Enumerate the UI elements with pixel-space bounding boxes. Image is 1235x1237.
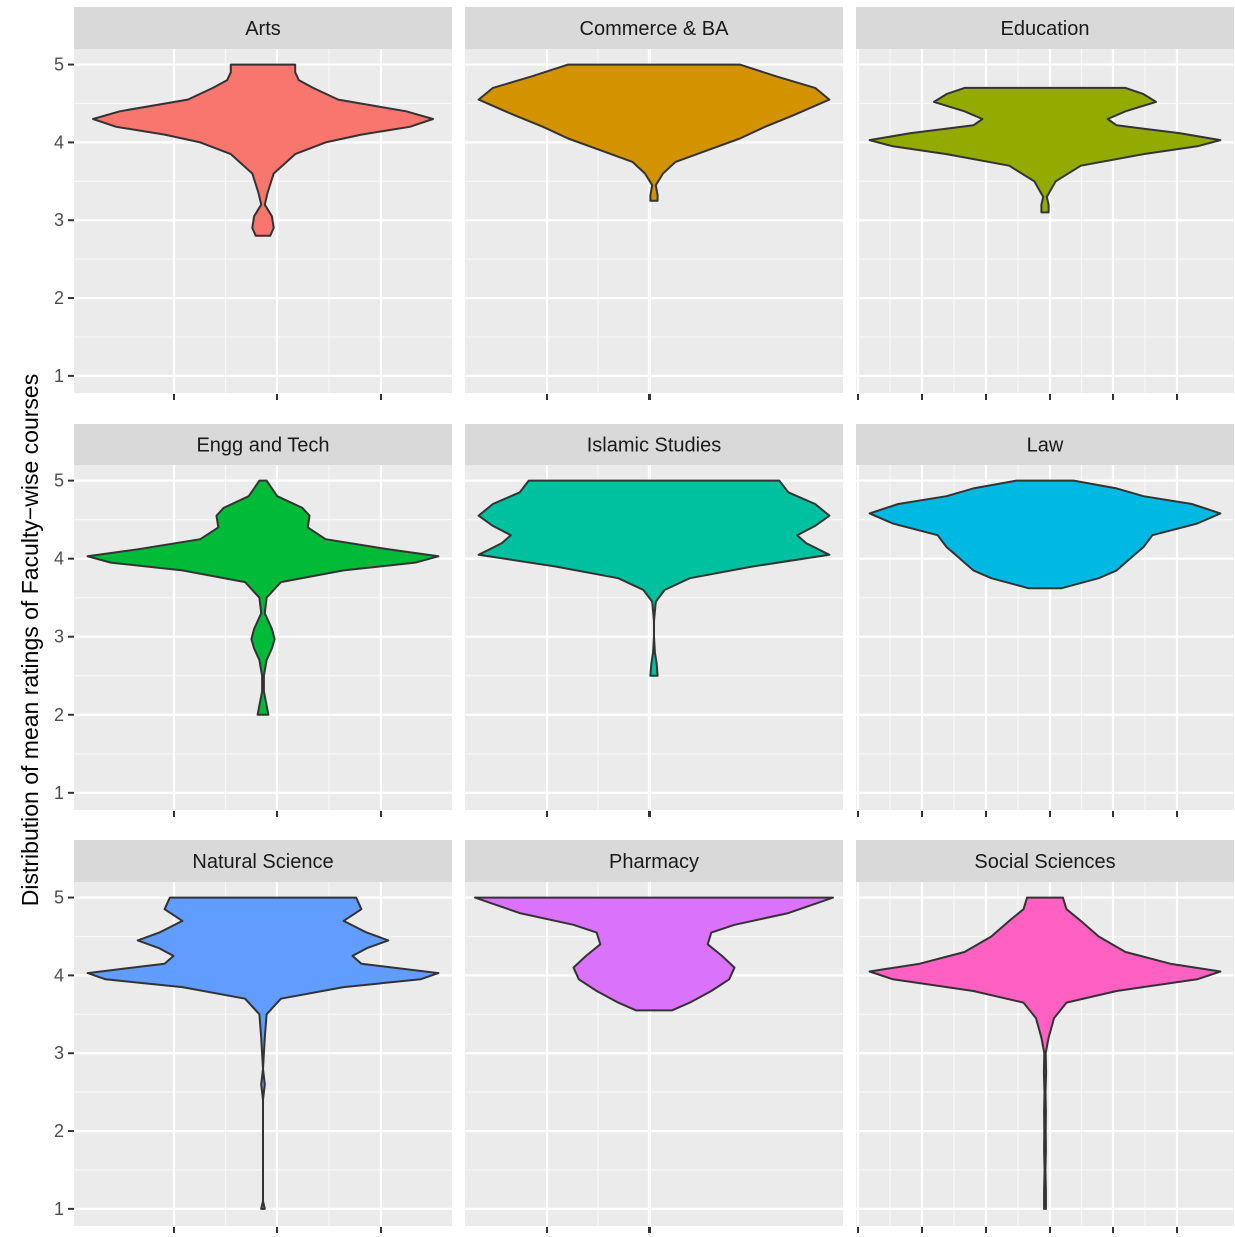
violin-shape	[868, 896, 1222, 1210]
facet-strip	[74, 840, 452, 882]
facet-islamic-studies: Islamic Studies	[465, 424, 843, 817]
facet-law: Law	[856, 424, 1234, 817]
y-tick-label: 1	[54, 366, 64, 386]
violin-shape	[86, 896, 440, 1210]
violin-shape	[868, 86, 1222, 214]
y-tick-label: 5	[54, 888, 64, 908]
facet-engg-and-tech: Engg and Tech 1 2 3 4 5	[54, 424, 452, 817]
facet-strip	[856, 840, 1234, 882]
facet-strip-label: Pharmacy	[609, 851, 699, 873]
y-tick-label: 5	[54, 471, 64, 491]
facet-strip	[74, 424, 452, 465]
facet-social-sciences: Social Sciences	[856, 840, 1234, 1233]
facet-arts: Arts 1 2 3 4 5	[54, 7, 452, 400]
violin-shape	[477, 63, 831, 202]
y-tick-label: 3	[54, 627, 64, 647]
facet-strip	[465, 7, 843, 49]
facet-commerce-ba: Commerce & BA	[465, 7, 843, 400]
violin-shape	[474, 896, 834, 1012]
y-tick-label: 2	[54, 1121, 64, 1141]
facet-natural-science: Natural Science 1 2 3 4 5	[54, 840, 452, 1233]
y-tick-label: 4	[54, 965, 64, 985]
violin-shape	[86, 479, 440, 716]
y-tick-label: 2	[54, 288, 64, 308]
facet-strip	[74, 7, 452, 49]
facet-strip-label: Commerce & BA	[580, 18, 730, 40]
y-tick-label: 3	[54, 1043, 64, 1063]
facet-strip	[856, 424, 1234, 465]
violin-shape	[477, 479, 831, 677]
y-tick-label: 3	[54, 210, 64, 230]
violin-shape	[92, 63, 434, 237]
facet-strip-label: Engg and Tech	[196, 435, 329, 457]
y-tick-label: 4	[54, 549, 64, 569]
facet-strip-label: Law	[1027, 435, 1064, 457]
facet-strip-label: Islamic Studies	[587, 435, 722, 457]
facet-strip	[465, 424, 843, 465]
facet-strip-label: Education	[1001, 18, 1090, 40]
y-tick-label: 1	[54, 1199, 64, 1219]
y-tick-label: 4	[54, 132, 64, 152]
facet-strip-label: Social Sciences	[974, 851, 1115, 873]
facet-strip-label: Natural Science	[192, 851, 333, 873]
facet-strip	[856, 7, 1234, 49]
facet-panels: Arts 1 2 3 4 5 Commerce & BA Education Engg and …	[54, 7, 1234, 1233]
facet-education: Education	[856, 7, 1234, 400]
y-tick-label: 1	[54, 783, 64, 803]
violin-shape	[868, 479, 1222, 590]
facet-strip-label: Arts	[245, 18, 281, 40]
y-tick-label: 5	[54, 55, 64, 75]
facet-pharmacy: Pharmacy	[465, 840, 843, 1233]
y-tick-label: 2	[54, 705, 64, 725]
facet-strip	[465, 840, 843, 882]
y-axis-title: Distribution of mean ratings of Faculty−…	[17, 374, 43, 906]
